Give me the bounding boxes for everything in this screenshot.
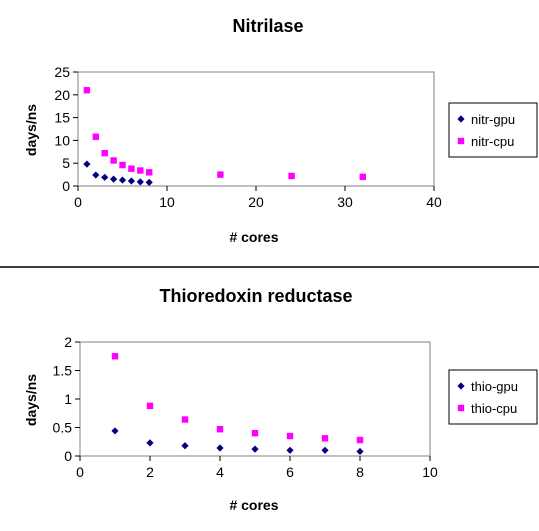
legend-label: thio-cpu [471,401,517,416]
data-point [146,439,154,447]
y-tick-label: 0.5 [53,420,73,436]
legend-box [448,369,538,425]
data-point [83,160,91,168]
data-point [288,172,295,180]
series-nitr-cpu [83,87,366,181]
x-tick-label: 8 [356,464,364,480]
y-tick-label: 5 [62,155,70,171]
data-point [321,446,329,454]
data-point [321,435,329,442]
x-axis-label: # cores [229,497,278,513]
series-thio-cpu [111,353,364,444]
data-point [359,173,366,181]
data-point [356,436,364,444]
x-axis-label: # cores [229,229,278,245]
data-point [216,426,224,433]
data-point [181,442,189,450]
legend-label: nitr-gpu [471,112,515,127]
data-point [101,173,109,181]
legend-marker [457,137,465,145]
data-point [119,161,126,169]
x-tick-label: 30 [337,194,353,210]
y-tick-label: 1.5 [53,363,73,379]
data-point [110,157,117,164]
data-point [111,353,119,360]
data-point [137,167,144,174]
legend-entry: thio-gpu [457,379,518,394]
plot-border [79,341,431,457]
y-tick-label: 1 [64,391,72,407]
data-point [286,446,294,454]
data-point [146,169,153,176]
chart-nitrilase: Nitrilase days/ns # cores 0 5 10 15 20 25 0 10 2… [23,16,538,245]
data-point [128,165,135,172]
legend-box [448,102,538,158]
legend-label: thio-gpu [471,379,518,394]
data-point [216,444,224,452]
x-tick-label: 6 [286,464,294,480]
data-point [110,175,118,183]
data-point [118,176,127,184]
plot-area: 0 0.5 1 1.5 2 0 2 4 6 8 10 [53,334,438,480]
x-tick-label: 4 [216,464,224,480]
data-point [136,178,144,186]
series-thio-gpu [111,427,364,456]
data-point [181,416,189,423]
y-tick-label: 10 [54,132,70,148]
y-tick-label: 25 [54,64,70,80]
data-point [356,447,364,456]
x-tick-label: 40 [426,194,442,210]
y-tick-label: 2 [64,334,72,350]
x-tick-label: 10 [159,194,175,210]
legend-marker [457,115,465,123]
data-point [251,430,259,437]
x-tick-label: 20 [248,194,264,210]
data-point [92,171,100,179]
data-point [101,149,108,157]
legend-entry: nitr-cpu [457,134,514,149]
x-tick-label: 2 [146,464,154,480]
data-point [146,402,154,410]
chart-thioredoxin-reductase: Thioredoxin reductase days/ns # cores 00… [23,286,538,513]
data-point [217,171,224,178]
series-nitr-gpu [83,160,153,186]
y-tick-label: 15 [54,110,70,126]
data-point [251,445,259,453]
plot-area: 0 5 10 15 20 25 0 10 20 30 40 [54,64,442,210]
x-tick-label: 0 [74,194,82,210]
data-point [145,178,153,186]
data-point [92,133,99,140]
y-tick-label: 0 [62,178,70,194]
data-point [286,432,294,440]
x-tick-label: 10 [422,464,438,480]
data-point [83,87,91,94]
data-point [127,177,135,185]
legend: nitr-gpu nitr-cpu [448,102,538,158]
y-axis-label: days/ns [23,104,39,156]
legend-label: nitr-cpu [471,134,514,149]
y-axis-label: days/ns [23,374,39,426]
legend-entry: nitr-gpu [457,112,515,127]
chart-title: Thioredoxin reductase [159,286,352,306]
y-tick-label: 20 [54,87,70,103]
y-tick-label: 0 [64,448,72,464]
legend-entry: thio-cpu [457,401,517,416]
legend-marker [457,382,465,390]
x-tick-label: 0 [76,464,84,480]
legend: thio-gpu thio-cpu [448,369,538,425]
data-point [111,427,119,435]
legend-marker [457,404,465,412]
chart-title: Nitrilase [232,16,303,36]
